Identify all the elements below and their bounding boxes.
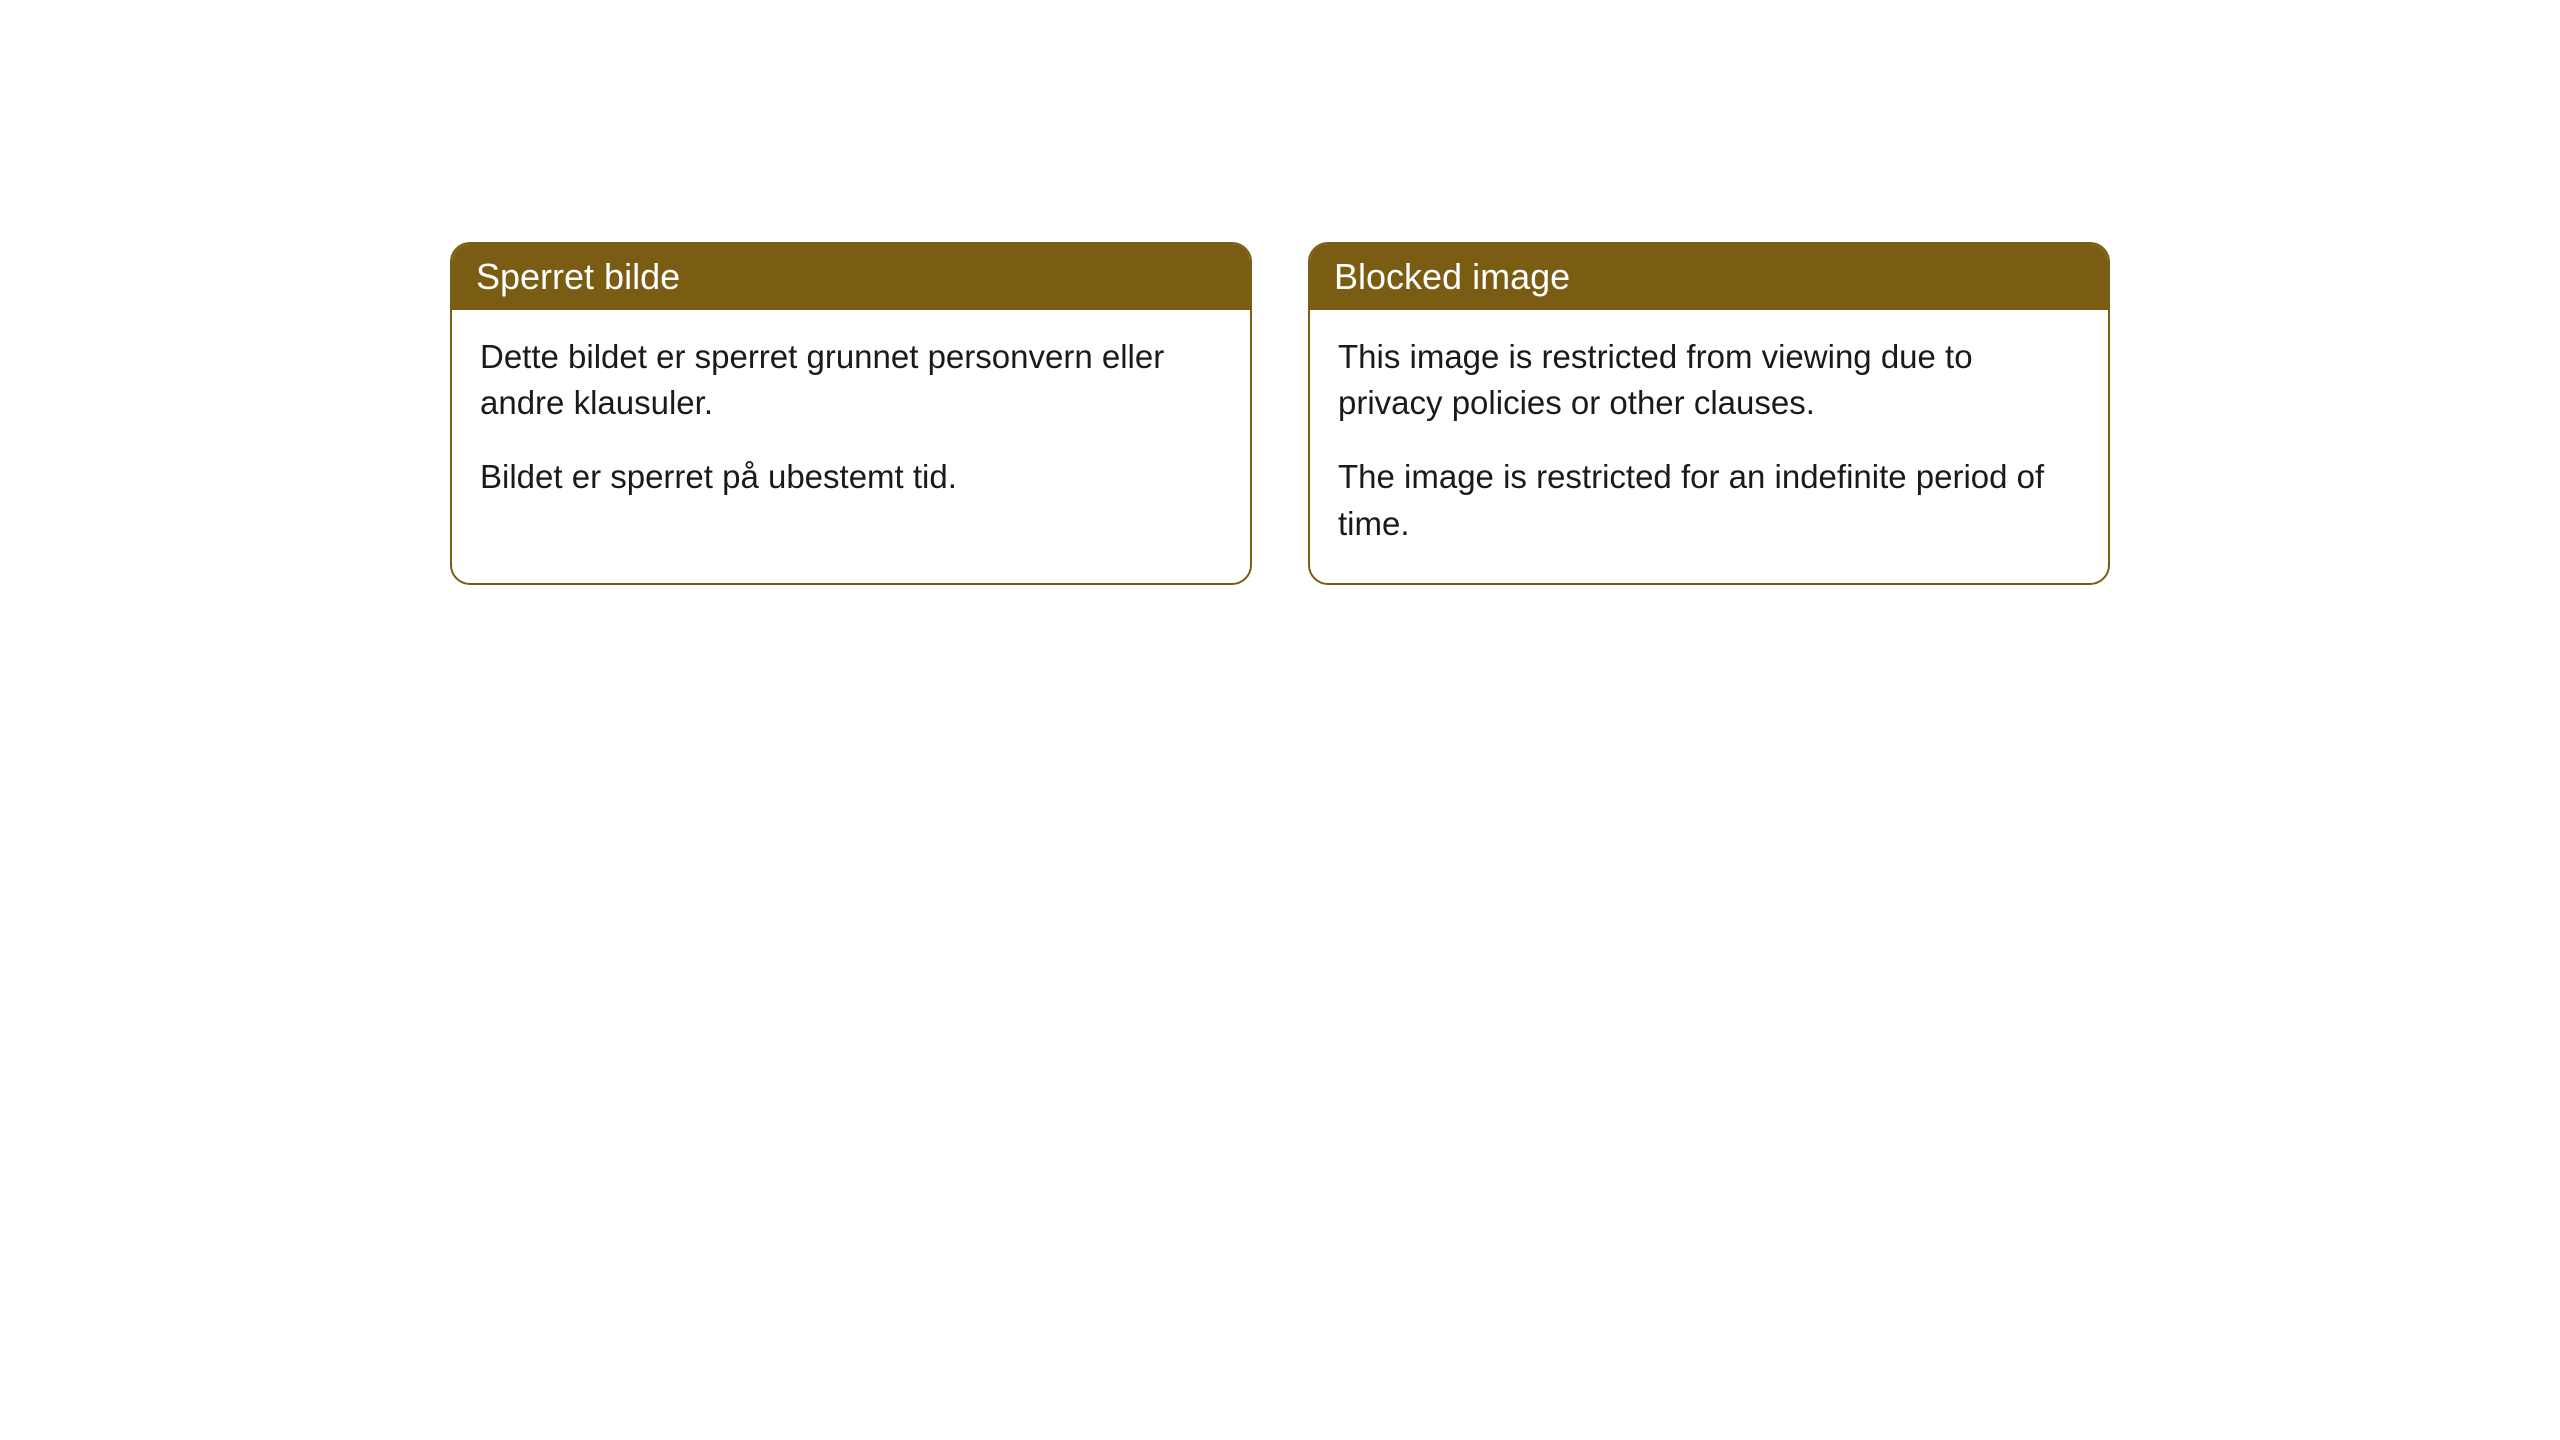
notice-cards-container: Sperret bilde Dette bildet er sperret gr… [450,242,2110,585]
card-title: Blocked image [1334,256,1570,297]
blocked-image-card-norwegian: Sperret bilde Dette bildet er sperret gr… [450,242,1252,585]
card-body-norwegian: Dette bildet er sperret grunnet personve… [452,310,1250,537]
card-paragraph-1: Dette bildet er sperret grunnet personve… [480,334,1222,426]
blocked-image-card-english: Blocked image This image is restricted f… [1308,242,2110,585]
card-paragraph-2: Bildet er sperret på ubestemt tid. [480,454,1222,500]
card-paragraph-1: This image is restricted from viewing du… [1338,334,2080,426]
card-header-norwegian: Sperret bilde [452,244,1250,310]
card-header-english: Blocked image [1310,244,2108,310]
card-paragraph-2: The image is restricted for an indefinit… [1338,454,2080,546]
card-title: Sperret bilde [476,256,680,297]
card-body-english: This image is restricted from viewing du… [1310,310,2108,583]
